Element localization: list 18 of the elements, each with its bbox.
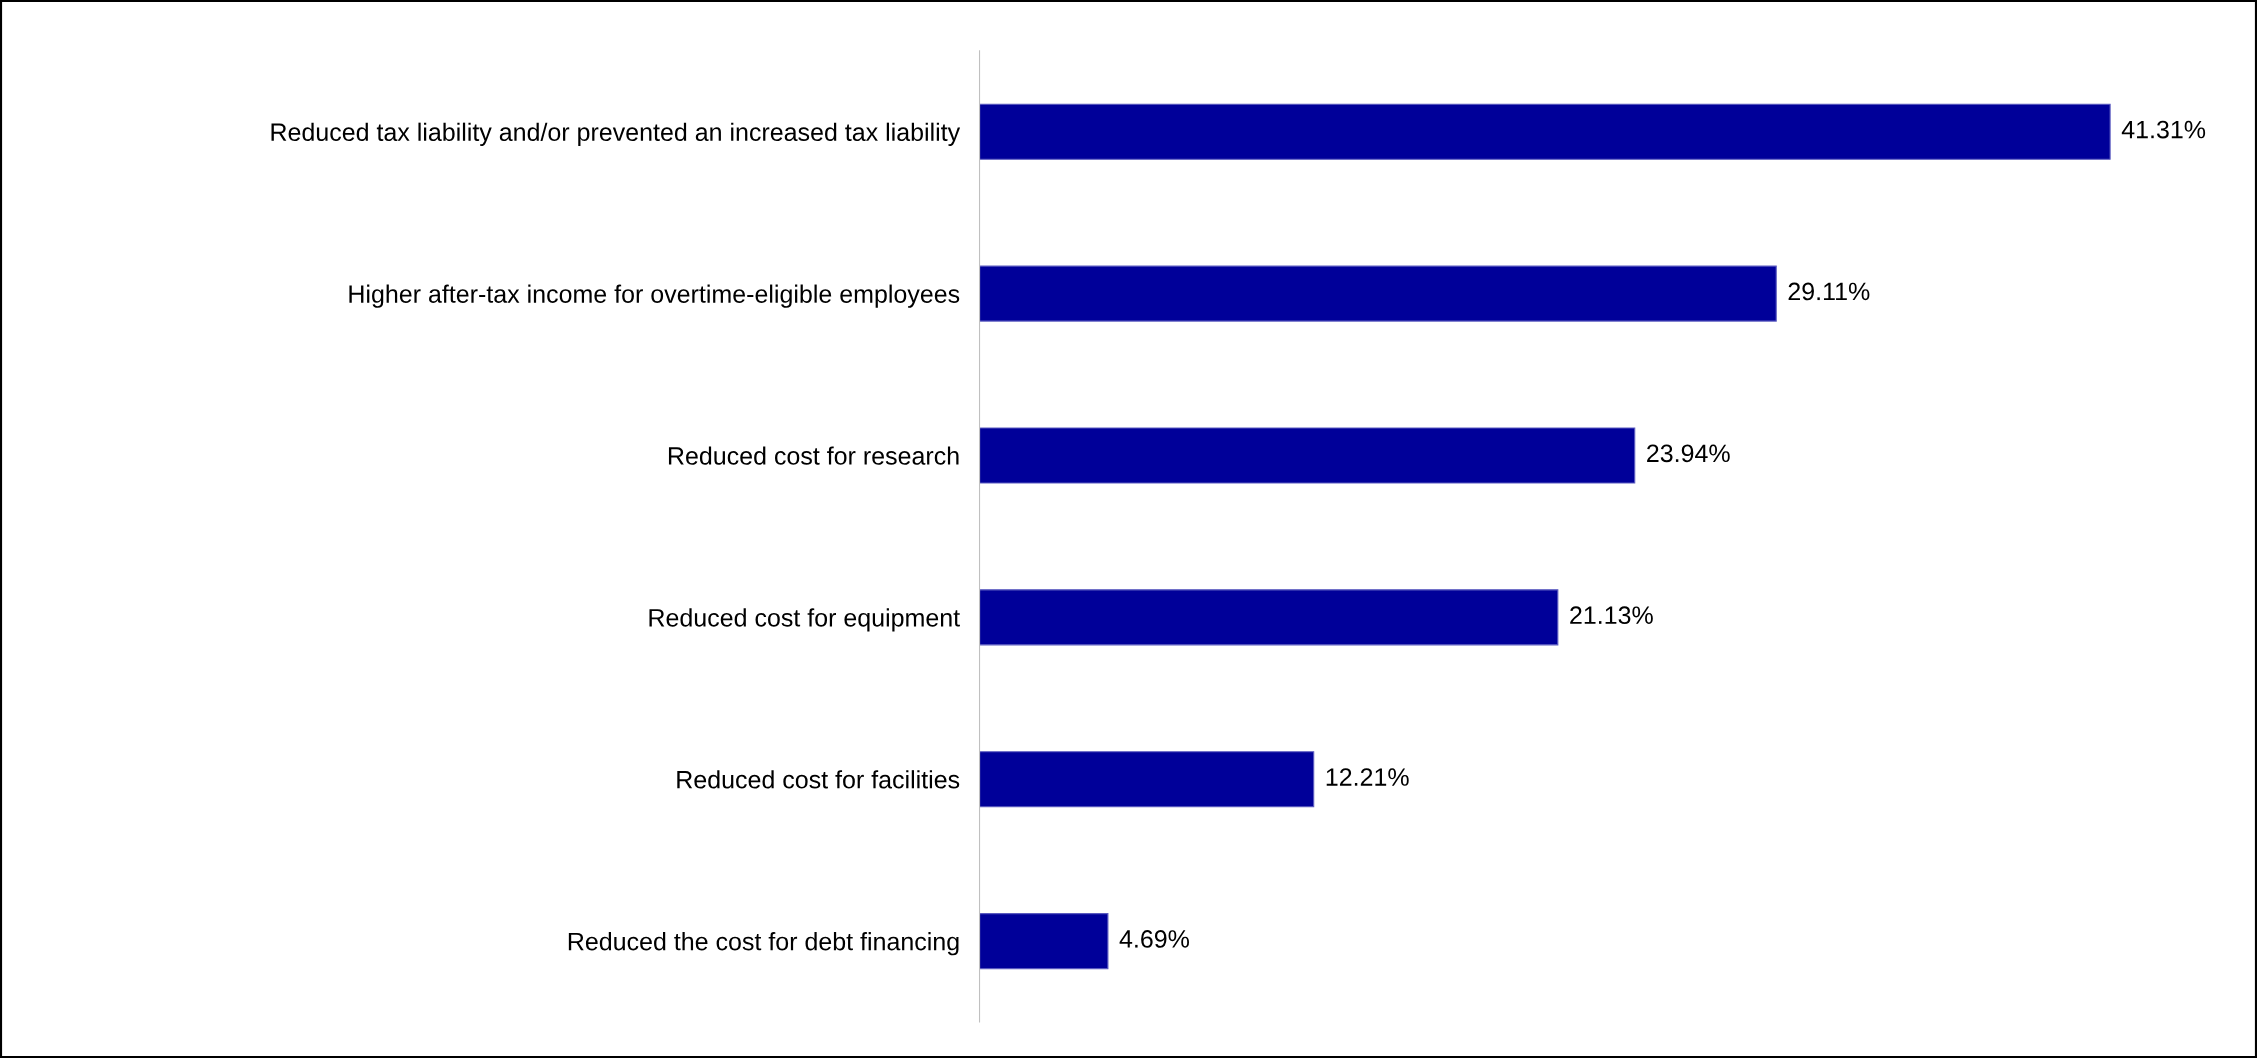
- data-label: 12.21%: [1326, 768, 1409, 786]
- data-label: 23.94%: [1647, 444, 1730, 463]
- y-tick-label: Reduced cost for facilities: [677, 770, 960, 789]
- data-label: 29.11%: [1788, 282, 1870, 301]
- bar: [979, 103, 2111, 160]
- bar: [979, 265, 1777, 322]
- data-label: 21.13%: [1570, 606, 1653, 625]
- y-tick-label: Reduced the cost for debt financing: [568, 932, 959, 956]
- bar: [979, 589, 1559, 646]
- y-tick-label: Reduced cost for equipment: [649, 608, 960, 632]
- bar: [979, 751, 1315, 808]
- y-tick-label: Higher after-tax income for overtime-eligible employees: [349, 284, 960, 308]
- bar: [979, 913, 1109, 970]
- data-label: 41.31%: [2121, 120, 2206, 139]
- y-tick-label: Reduced tax liability and/or prevented an increased tax liability: [271, 122, 961, 146]
- y-tick-label: Reduced cost for research: [668, 446, 959, 465]
- data-label: 4.69%: [1119, 930, 1189, 948]
- bar: [979, 427, 1636, 484]
